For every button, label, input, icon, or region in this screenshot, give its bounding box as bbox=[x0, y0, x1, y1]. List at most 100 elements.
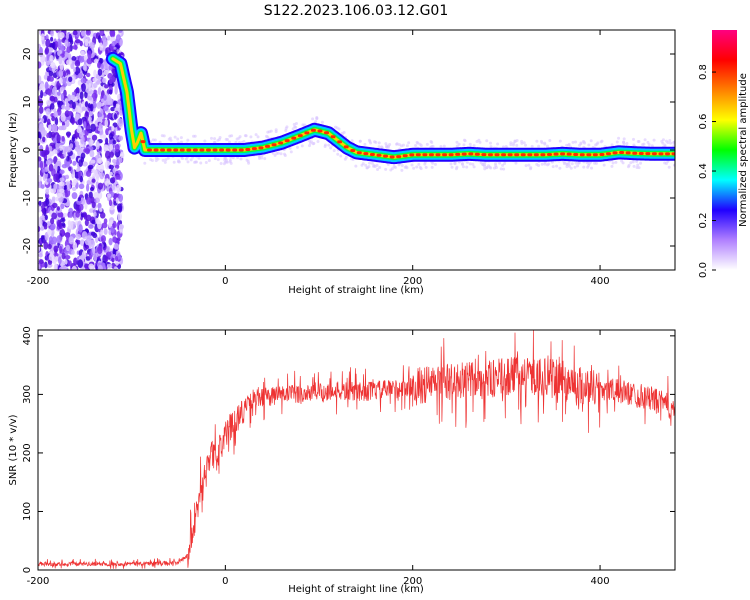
noise-speckle bbox=[116, 93, 121, 100]
ridge-halo bbox=[565, 165, 569, 169]
noise-speckle bbox=[104, 150, 111, 159]
ridge-halo bbox=[415, 165, 419, 169]
noise-speckle bbox=[88, 224, 94, 229]
noise-speckle bbox=[61, 266, 67, 270]
noise-speckle bbox=[68, 166, 72, 172]
noise-speckle bbox=[97, 87, 102, 96]
noise-speckle bbox=[104, 255, 109, 263]
noise-speckle bbox=[111, 185, 116, 191]
ridge-peak-segment bbox=[645, 152, 651, 156]
ridge-halo bbox=[522, 141, 526, 145]
ridge-halo bbox=[271, 151, 275, 155]
noise-speckle bbox=[59, 32, 65, 39]
noise-speckle bbox=[56, 235, 62, 244]
ridge-peak-segment bbox=[619, 151, 625, 155]
ridge-halo bbox=[177, 160, 181, 164]
noise-speckle bbox=[58, 77, 63, 84]
noise-speckle bbox=[104, 84, 109, 89]
noise-speckle bbox=[89, 150, 95, 158]
noise-speckle bbox=[64, 105, 71, 111]
noise-speckle bbox=[96, 101, 102, 109]
noise-speckle bbox=[61, 125, 67, 131]
ridge-halo bbox=[249, 135, 253, 139]
noise-speckle bbox=[69, 143, 74, 149]
snr-panel: -200 0 200 400 0 100 200 300 400 Height of strai… bbox=[8, 326, 676, 595]
ridge-halo bbox=[527, 163, 531, 167]
ridge-peak-segment bbox=[625, 151, 631, 155]
ridge-band bbox=[109, 55, 675, 161]
ridge-halo bbox=[589, 139, 593, 143]
noise-speckle bbox=[79, 131, 84, 139]
ridge-halo bbox=[524, 164, 528, 168]
noise-speckle bbox=[99, 171, 105, 180]
noise-speckle bbox=[59, 177, 65, 182]
ridge-halo bbox=[590, 166, 594, 170]
ridge-peak-segment bbox=[284, 139, 290, 143]
noise-speckle bbox=[61, 228, 65, 236]
noise-speckle bbox=[46, 178, 53, 184]
noise-speckle bbox=[112, 253, 116, 259]
noise-speckle bbox=[91, 201, 96, 209]
ridge-halo bbox=[400, 163, 404, 167]
ridge-peak-segment bbox=[474, 152, 480, 156]
noise-speckle bbox=[44, 214, 48, 221]
noise-speckle bbox=[57, 219, 62, 227]
ridge-halo bbox=[529, 166, 533, 170]
noise-speckle bbox=[49, 55, 54, 62]
ridge-halo bbox=[323, 143, 327, 147]
ridge-halo bbox=[610, 164, 614, 168]
colorbar-gradient bbox=[712, 30, 737, 270]
noise-speckle bbox=[113, 266, 118, 270]
ridge-peak-segment bbox=[658, 152, 664, 156]
noise-speckle bbox=[77, 197, 82, 202]
noise-speckle bbox=[110, 36, 116, 43]
ridge-halo bbox=[610, 143, 614, 147]
ridge-peak-segment bbox=[422, 153, 428, 157]
noise-speckle bbox=[48, 76, 54, 82]
ridge-halo bbox=[639, 161, 643, 165]
ridge-halo bbox=[179, 136, 183, 140]
ridge-halo bbox=[652, 138, 656, 142]
ridge-halo bbox=[530, 144, 534, 148]
ridge-halo bbox=[235, 137, 239, 141]
ridge-halo bbox=[263, 157, 267, 161]
ridge-halo bbox=[307, 144, 311, 148]
ridge-halo bbox=[501, 145, 505, 149]
noise-speckle bbox=[47, 89, 52, 96]
noise-speckle bbox=[107, 72, 113, 79]
noise-speckle bbox=[90, 159, 96, 164]
noise-speckle bbox=[90, 103, 94, 112]
noise-speckle bbox=[75, 233, 82, 240]
noise-speckle bbox=[91, 134, 98, 141]
snr-ytick-label: 0 bbox=[22, 567, 33, 573]
noise-speckle bbox=[45, 187, 50, 195]
ridge-halo bbox=[535, 139, 539, 143]
noise-speckle bbox=[107, 112, 112, 119]
noise-speckle bbox=[80, 50, 85, 57]
noise-speckle bbox=[103, 94, 107, 101]
ridge-peak-segment bbox=[389, 155, 395, 159]
noise-speckle bbox=[118, 224, 124, 230]
noise-speckle bbox=[109, 46, 115, 51]
ridge-halo bbox=[558, 166, 562, 170]
noise-speckle bbox=[38, 98, 44, 107]
ridge-halo bbox=[524, 143, 528, 147]
noise-speckle bbox=[38, 75, 42, 84]
noise-speckle bbox=[85, 214, 92, 222]
noise-speckle bbox=[66, 182, 71, 192]
ridge-peak-segment bbox=[612, 151, 618, 155]
ridge-halo bbox=[636, 163, 640, 167]
noise-speckle bbox=[53, 263, 58, 270]
noise-speckle bbox=[39, 218, 43, 227]
noise-speckle bbox=[43, 241, 49, 250]
ridge-halo bbox=[207, 159, 211, 163]
snr-xtick-label: 200 bbox=[403, 576, 422, 587]
noise-speckle bbox=[43, 224, 48, 230]
ridge-halo bbox=[621, 140, 625, 144]
ridge-halo bbox=[269, 129, 273, 133]
ridge-peak-segment bbox=[455, 152, 461, 156]
ridge-halo bbox=[213, 157, 217, 161]
ridge-halo bbox=[365, 166, 369, 170]
ridge-halo bbox=[439, 144, 443, 148]
noise-speckle bbox=[109, 206, 115, 211]
